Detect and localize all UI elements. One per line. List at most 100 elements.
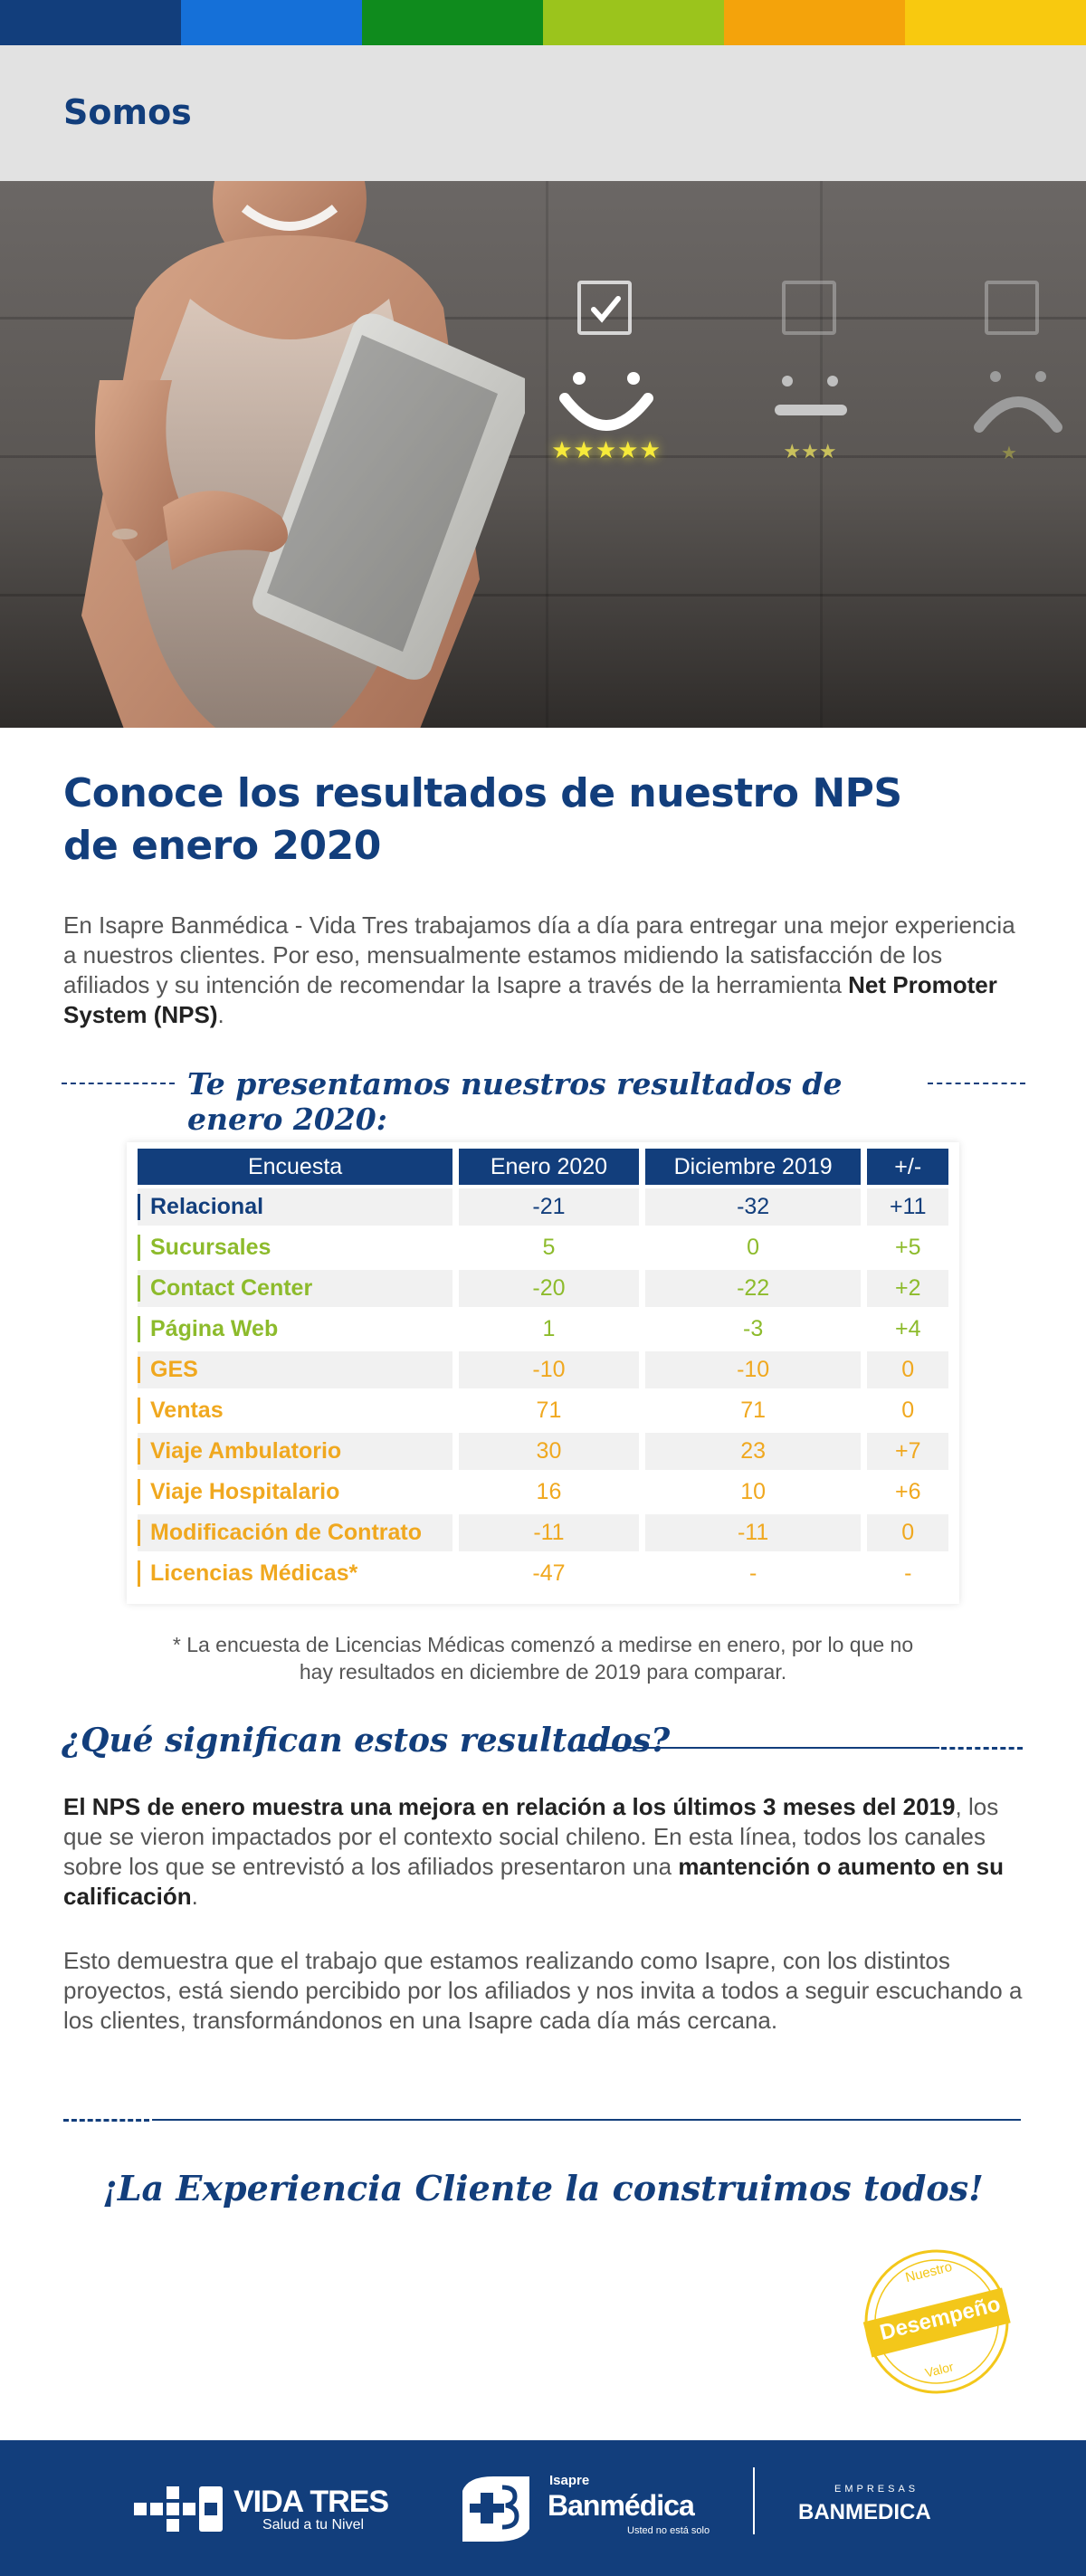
p1-end: . — [191, 1883, 198, 1910]
row-diciembre-value: 0 — [747, 1235, 760, 1260]
divider-line-long — [152, 2119, 1021, 2121]
footer-divider — [753, 2467, 755, 2534]
row-label: Sucursales — [138, 1229, 452, 1266]
row-diff-value: +7 — [867, 1433, 948, 1470]
table-row: Modificación de Contrato -11 -11 0 — [138, 1514, 948, 1551]
neutral-rating-option[interactable]: ★★★ — [751, 281, 869, 463]
color-strip — [0, 0, 1086, 45]
row-enero-value: 16 — [536, 1479, 562, 1504]
header-bar: Somos — [0, 45, 1086, 181]
row-label: Licencias Médicas* — [138, 1555, 452, 1592]
strip-segment-green — [362, 0, 543, 45]
dashed-divider-left-2 — [63, 2119, 149, 2122]
row-diciembre-value: -3 — [743, 1316, 764, 1341]
stamp-badge-icon — [862, 2249, 1011, 2394]
row-diff-value: 0 — [867, 1514, 948, 1551]
intro-paragraph: En Isapre Banmédica - Vida Tres trabajam… — [63, 911, 1032, 1030]
row-diff-value: +4 — [894, 1316, 921, 1341]
table-row: Contact Center -20 -22 +2 — [138, 1270, 948, 1307]
banmedica-small-label: Isapre — [549, 2473, 590, 2488]
table-row: Viaje Hospitalario 16 10 +6 — [138, 1474, 948, 1511]
checkmark-icon — [591, 296, 621, 323]
table-row: Relacional -21 -32 +11 — [138, 1188, 948, 1226]
row-diciembre-value: -22 — [644, 1270, 862, 1307]
table-header-row: Encuesta Enero 2020 Diciembre 2019 +/- — [138, 1149, 948, 1185]
row-diff-value: +11 — [867, 1188, 948, 1226]
empresas-label: EMPRESAS — [834, 2484, 919, 2495]
strip-segment-lime — [543, 0, 724, 45]
meaning-paragraph-1: El NPS de enero muestra una mejora en re… — [63, 1792, 1032, 1912]
empresas-banmedica-logo[interactable]: EMPRESAS BANMEDICA — [787, 2484, 968, 2529]
table-row: Ventas 71 71 0 — [138, 1392, 948, 1429]
one-star-rating: ★ — [1001, 444, 1017, 463]
neutral-face-icon — [775, 376, 847, 415]
desempeno-stamp: Nuestro Desempeño Valor — [860, 2245, 1014, 2399]
divider-line-right — [579, 1747, 939, 1749]
footer: VIDA TRES Salud a tu Nivel Isapre Banméd… — [0, 2440, 1086, 2576]
intro-text: En Isapre Banmédica - Vida Tres trabajam… — [63, 911, 1015, 998]
vidatres-cross-icon — [134, 2486, 223, 2532]
table-row: Sucursales 5 0 +5 — [138, 1229, 948, 1266]
row-enero-value: -47 — [532, 1560, 566, 1586]
row-enero-value: 30 — [459, 1433, 639, 1470]
p1-text: , los que se vieron impactados por el co… — [63, 1793, 999, 1880]
intro-end: . — [217, 1001, 224, 1028]
row-enero-value: -10 — [459, 1351, 639, 1388]
table-row: Licencias Médicas* -47 - - — [138, 1555, 948, 1592]
nps-results-table: Encuesta Enero 2020 Diciembre 2019 +/- R… — [131, 1145, 955, 1596]
closing-slogan: ¡La Experiencia Cliente la construimos t… — [102, 2168, 984, 2209]
table-row: GES -10 -10 0 — [138, 1351, 948, 1388]
dashed-divider-right — [928, 1083, 1025, 1084]
row-diff-value: +6 — [894, 1479, 921, 1504]
happy-face-icon — [559, 372, 653, 431]
checkbox-icon — [985, 281, 1039, 335]
results-heading: Te presentamos nuestros resultados de en… — [187, 1066, 843, 1137]
strip-segment-navy — [0, 0, 181, 45]
five-star-rating: ★★★★★ — [551, 436, 662, 463]
banmedica-name: Banmédica — [548, 2489, 695, 2522]
row-label: Ventas — [138, 1392, 452, 1429]
row-diciembre-value: -32 — [644, 1188, 862, 1226]
row-diff-value: - — [904, 1560, 912, 1586]
p1-bold: El NPS de enero muestra una mejora en re… — [63, 1793, 956, 1820]
section-title: Conoce los resultados de nuestro NPS de … — [63, 770, 902, 869]
row-diciembre-value: 71 — [740, 1398, 767, 1423]
checkbox-icon — [577, 281, 632, 335]
row-label: Viaje Ambulatorio — [138, 1433, 453, 1470]
vidatres-logo[interactable]: VIDA TRES Salud a tu Nivel — [134, 2481, 442, 2535]
row-enero-value: -11 — [459, 1514, 639, 1551]
happy-rating-option[interactable]: ★★★★★ — [543, 281, 670, 463]
dashed-divider-right-end — [941, 1747, 1023, 1750]
meaning-heading-row: ¿Qué significan estos resultados? — [0, 1718, 1086, 1763]
row-diciembre-value: -11 — [644, 1514, 862, 1551]
row-diff-value: 0 — [901, 1398, 915, 1423]
meaning-heading: ¿Qué significan estos resultados? — [62, 1722, 671, 1760]
row-diff-value: +5 — [894, 1235, 921, 1260]
empresas-name: BANMEDICA — [798, 2500, 931, 2524]
p1-bold-2: mantención o aumento en su calificación — [63, 1853, 1005, 1910]
vidatres-name: VIDA TRES — [233, 2485, 389, 2519]
row-label: Contact Center — [138, 1270, 453, 1307]
dashed-divider-left — [62, 1083, 175, 1084]
hero-image: ★★★★★ ★★★ ★ — [0, 181, 1086, 728]
header-encuesta: Encuesta — [138, 1149, 453, 1185]
checkbox-icon — [782, 281, 836, 335]
vidatres-tagline: Salud a tu Nivel — [262, 2517, 365, 2533]
row-diciembre-value: - — [748, 1560, 757, 1586]
row-diciembre-value: 23 — [644, 1433, 862, 1470]
sad-rating-option[interactable]: ★ — [959, 281, 1077, 463]
table-body: Relacional -21 -32 +11 Sucursales 5 0 +5 Contact… — [138, 1188, 948, 1592]
row-diff-value: +2 — [867, 1270, 948, 1307]
banmedica-logo[interactable]: Isapre Banmédica Usted no está solo — [457, 2466, 729, 2547]
strip-segment-blue — [181, 0, 362, 45]
row-enero-value: -21 — [459, 1188, 639, 1226]
row-enero-value: -20 — [459, 1270, 639, 1307]
row-label: Viaje Hospitalario — [138, 1474, 452, 1511]
row-label: GES — [138, 1351, 453, 1388]
row-enero-value: 1 — [542, 1316, 556, 1341]
row-label: Página Web — [138, 1311, 452, 1348]
table-row: Página Web 1 -3 +4 — [138, 1311, 948, 1348]
sad-face-icon — [974, 371, 1062, 433]
table-footnote: * La encuesta de Licencias Médicas comen… — [0, 1631, 1086, 1685]
row-diciembre-value: -10 — [644, 1351, 862, 1388]
